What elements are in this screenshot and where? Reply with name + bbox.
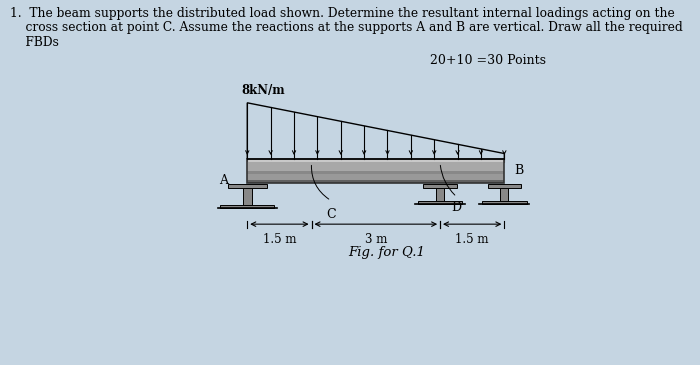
- Polygon shape: [228, 184, 267, 188]
- Text: 1.5 m: 1.5 m: [262, 233, 296, 246]
- Polygon shape: [247, 162, 504, 171]
- Text: 3 m: 3 m: [365, 233, 387, 246]
- Text: A: A: [218, 174, 228, 187]
- Text: cross section at point C. Assume the reactions at the supports A and B are verti: cross section at point C. Assume the rea…: [10, 21, 682, 34]
- Text: 8kN/m: 8kN/m: [241, 84, 286, 97]
- Polygon shape: [247, 180, 504, 182]
- Polygon shape: [247, 174, 504, 180]
- Polygon shape: [436, 188, 444, 201]
- Polygon shape: [482, 201, 526, 204]
- Text: B: B: [514, 164, 524, 177]
- Polygon shape: [424, 184, 457, 188]
- Text: 20+10 =30 Points: 20+10 =30 Points: [430, 54, 545, 67]
- Polygon shape: [500, 188, 508, 201]
- Text: C: C: [326, 208, 336, 221]
- Polygon shape: [243, 188, 252, 205]
- Polygon shape: [247, 171, 504, 174]
- Polygon shape: [220, 205, 274, 208]
- Text: 1.  The beam supports the distributed load shown. Determine the resultant intern: 1. The beam supports the distributed loa…: [10, 7, 675, 20]
- Text: FBDs: FBDs: [10, 36, 59, 49]
- Text: 1.5 m: 1.5 m: [456, 233, 489, 246]
- Polygon shape: [418, 201, 463, 204]
- Polygon shape: [488, 184, 521, 188]
- Polygon shape: [247, 159, 504, 162]
- Text: D: D: [452, 201, 462, 214]
- Text: Fig. for Q.1: Fig. for Q.1: [349, 246, 426, 259]
